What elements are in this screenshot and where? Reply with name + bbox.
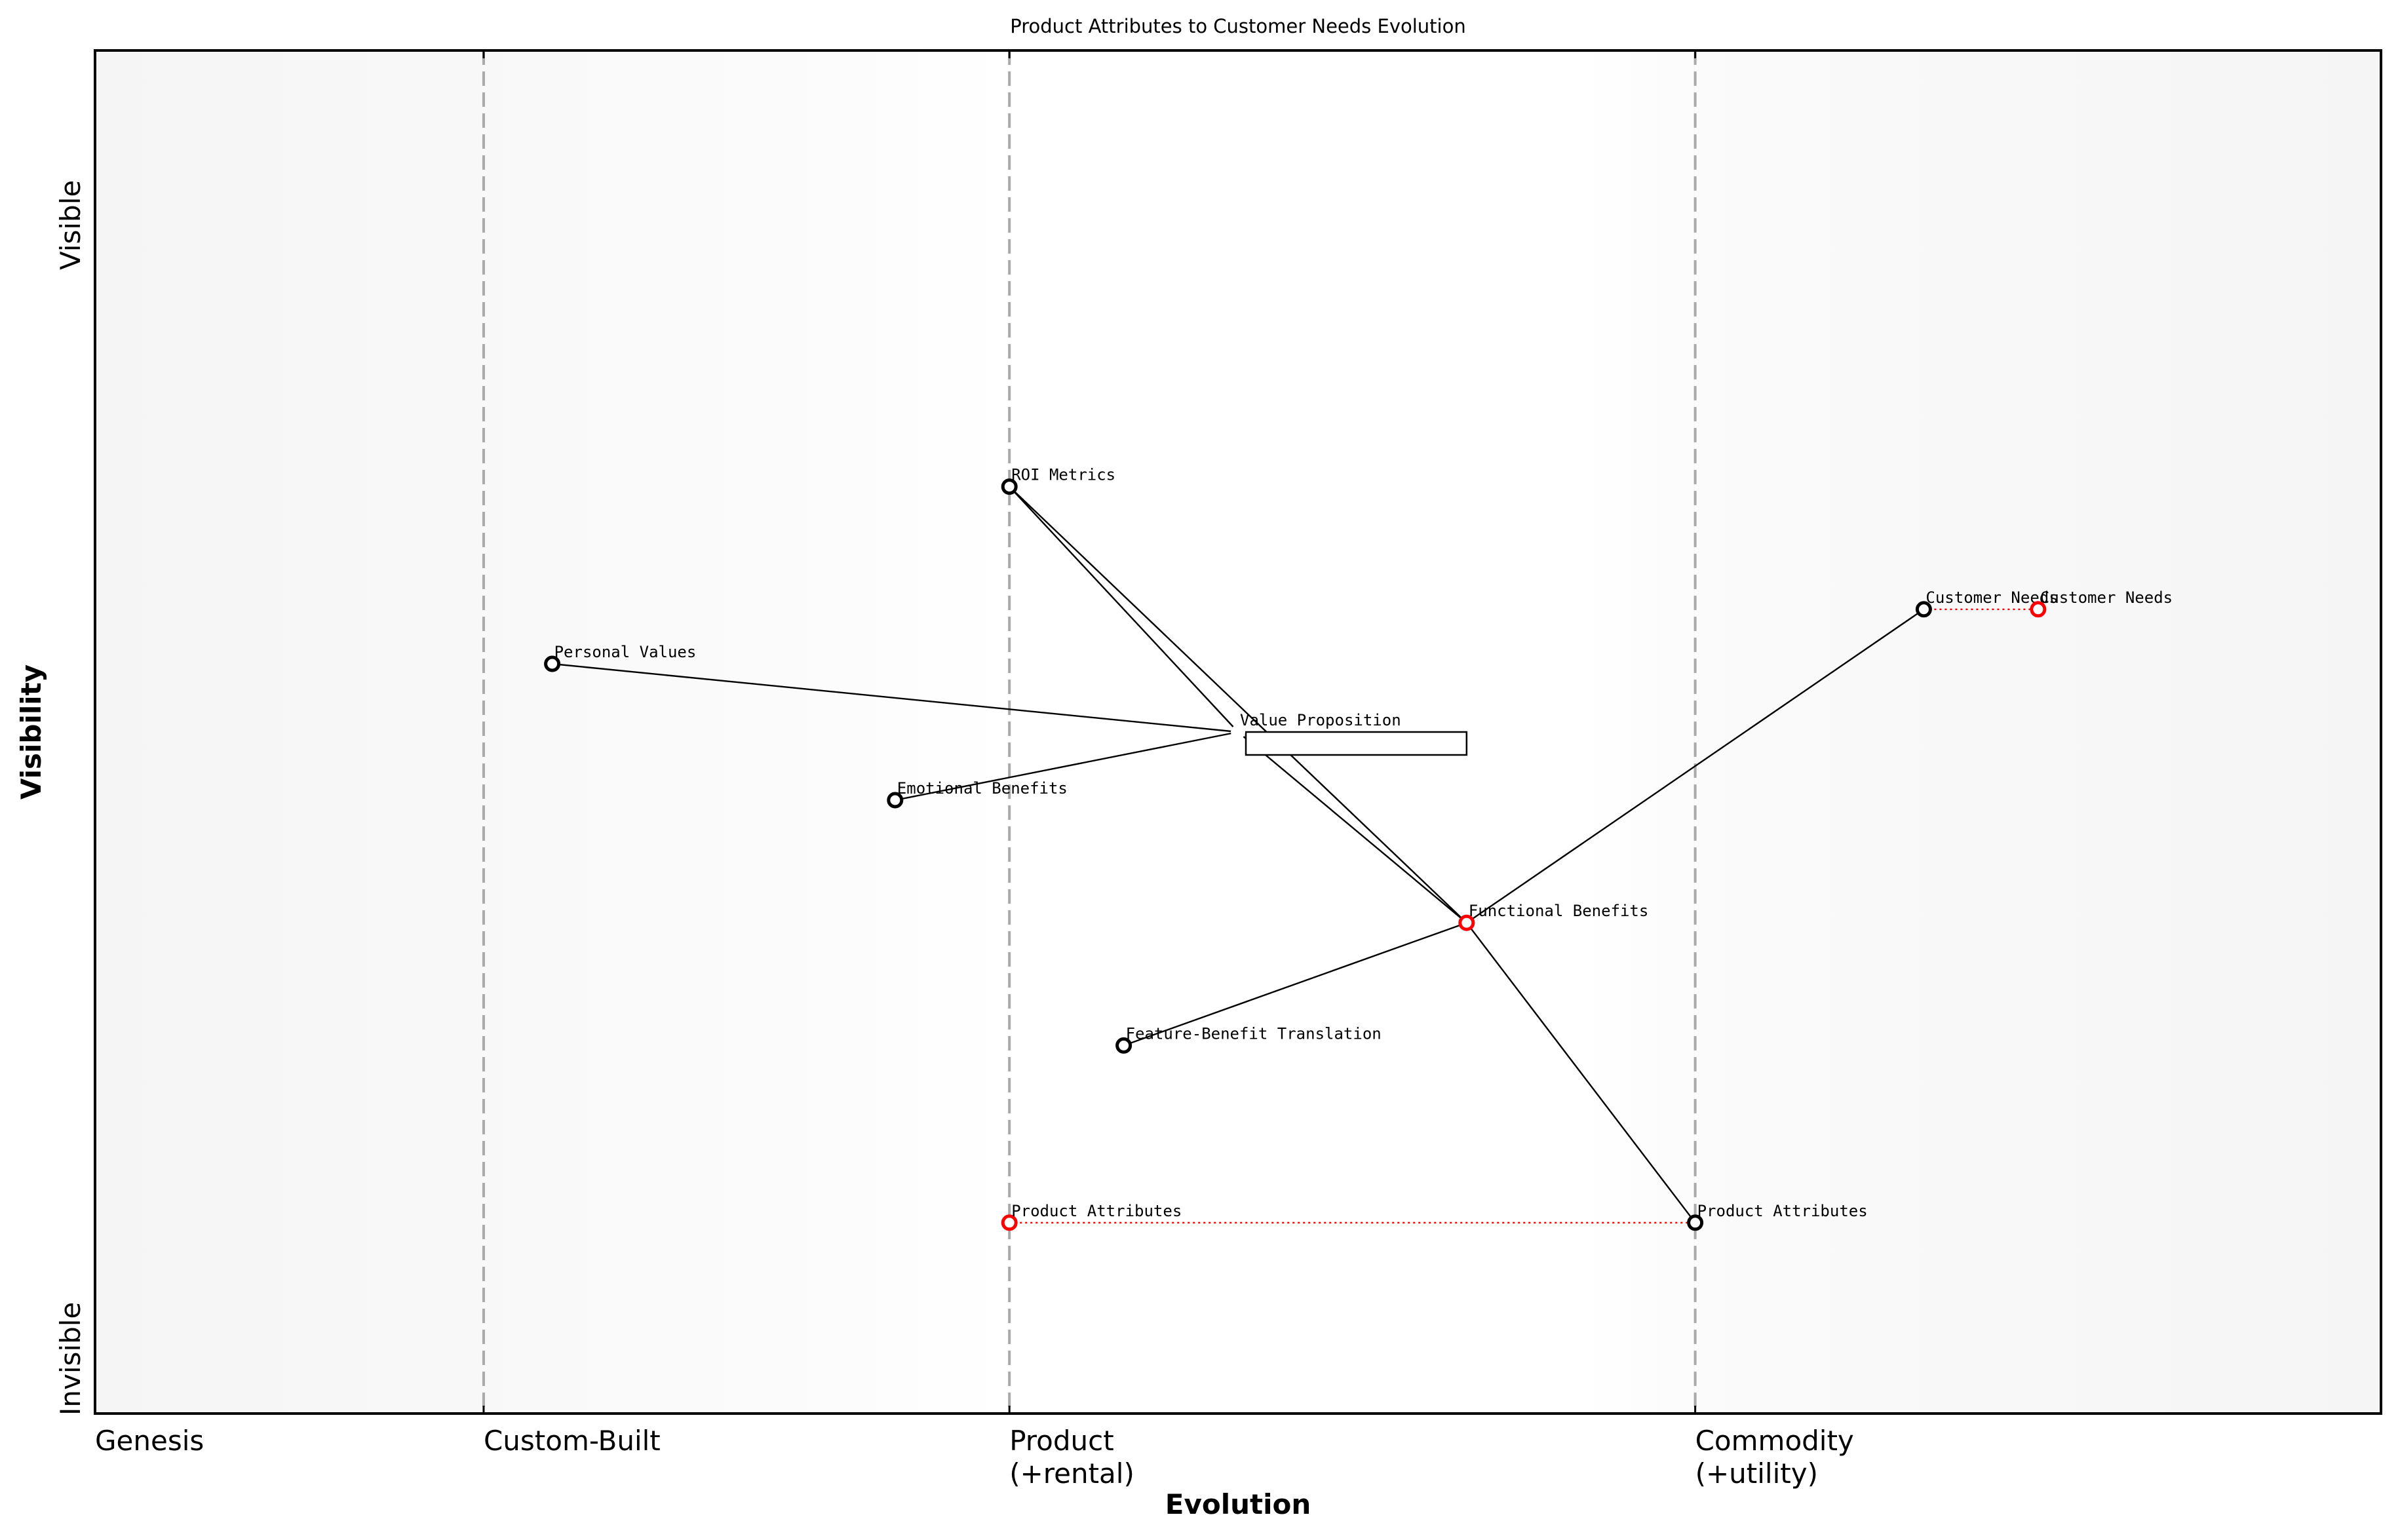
- node-marker: [2030, 601, 2047, 618]
- node-roi[interactable]: ROI Metrics: [1001, 466, 1115, 495]
- edge-feature_benefit-to-functional: [1123, 922, 1467, 1047]
- node-product_attr[interactable]: Product Attributes: [1687, 1202, 1868, 1231]
- node-label: Emotional Benefits: [897, 779, 1068, 798]
- node-label: Value Proposition: [1240, 711, 1401, 729]
- node-marker: [1458, 914, 1475, 931]
- edge-functional-to-customer_needs: [1466, 608, 1925, 924]
- edge-value_prop-to-functional: [1237, 731, 1467, 924]
- chart-title: Product Attributes to Customer Needs Evo…: [1010, 15, 1465, 37]
- x-stage-label-custom-built: Custom-Built: [484, 1425, 661, 1457]
- x-stage-label-product: Product (+rental): [1009, 1425, 1134, 1490]
- plot-frame: [94, 49, 2382, 1415]
- value-proposition-box: [1245, 731, 1468, 756]
- evolution-stage-lines: [482, 50, 1697, 1414]
- edge-personal_values-to-value_prop: [552, 663, 1239, 733]
- edge-functional-to-product_attr: [1465, 922, 1696, 1223]
- node-marker: [1001, 1214, 1018, 1231]
- node-feature_benefit[interactable]: Feature-Benefit Translation: [1115, 1024, 1382, 1054]
- dependency-edges: [552, 486, 1925, 1223]
- node-label: Customer Needs: [2040, 588, 2173, 607]
- node-label: ROI Metrics: [1011, 466, 1115, 484]
- y-axis-title: Visibility: [15, 664, 47, 799]
- node-label: Feature-Benefit Translation: [1126, 1024, 1382, 1043]
- node-product_attr_old[interactable]: Product Attributes: [1001, 1202, 1182, 1231]
- node-marker: [887, 792, 904, 809]
- node-marker: [1115, 1037, 1132, 1054]
- evolution-edges: [1009, 608, 2038, 1224]
- node-functional[interactable]: Functional Benefits: [1458, 902, 1649, 931]
- node-marker: [544, 655, 561, 672]
- node-marker: [1687, 1214, 1704, 1231]
- node-value_prop[interactable]: Value Proposition: [1231, 711, 1468, 756]
- node-emotional[interactable]: Emotional Benefits: [887, 779, 1068, 809]
- x-axis-title: Evolution: [1165, 1488, 1311, 1520]
- node-personal_values[interactable]: Personal Values: [544, 643, 697, 672]
- node-customer_needs_evolved[interactable]: Customer Needs: [2030, 588, 2173, 618]
- node-marker: [1231, 725, 1245, 739]
- y-axis-visible-label: Visible: [54, 180, 87, 270]
- x-axis-stage-labels: Genesis Custom-Built Product (+rental) Commo…: [95, 50, 1854, 1490]
- y-axis-invisible-label: Invisible: [54, 1302, 87, 1415]
- node-label: Product Attributes: [1011, 1202, 1182, 1220]
- node-marker: [1001, 478, 1018, 495]
- edge-roi-to-functional: [1009, 486, 1467, 924]
- x-stage-label-commodity: Commodity (+utility): [1695, 1425, 1854, 1490]
- node-label: Functional Benefits: [1469, 902, 1649, 920]
- node-label: Product Attributes: [1697, 1202, 1868, 1220]
- node-label: Personal Values: [554, 643, 697, 661]
- edge-roi-to-value_prop: [1009, 486, 1239, 733]
- x-stage-label-genesis: Genesis: [95, 1425, 204, 1457]
- node-marker: [1915, 601, 1932, 618]
- edge-emotional-to-value_prop: [895, 731, 1239, 801]
